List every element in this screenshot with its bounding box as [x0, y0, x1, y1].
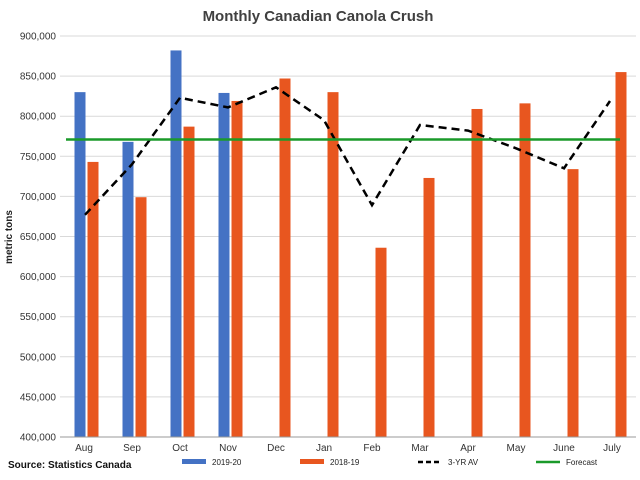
- y-tick-label: 450,000: [20, 392, 57, 403]
- y-tick-label: 650,000: [20, 232, 57, 243]
- y-tick-label: 850,000: [20, 72, 57, 83]
- series-lines: [66, 85, 620, 216]
- bar-2018-19-Mar: [423, 177, 435, 438]
- y-tick-label: 400,000: [20, 433, 57, 444]
- legend-swatch-2018-19: [300, 459, 324, 464]
- x-tick-label: Sep: [123, 443, 141, 454]
- y-tick-label: 900,000: [20, 32, 57, 43]
- line-3-yr-av: [84, 85, 612, 216]
- legend-label: 2018-19: [330, 458, 360, 467]
- y-tick-label: 700,000: [20, 192, 57, 203]
- x-tick-label: July: [603, 443, 621, 454]
- chart-title: Monthly Canadian Canola Crush: [203, 8, 434, 25]
- gridlines: [60, 35, 636, 438]
- x-tick-label: Oct: [172, 443, 188, 454]
- y-tick-label: 600,000: [20, 272, 57, 283]
- legend-label: 3-YR AV: [448, 458, 479, 467]
- bar-2018-19-June: [567, 169, 579, 437]
- y-tick-label: 750,000: [20, 152, 57, 163]
- bar-2018-19-Apr: [471, 108, 483, 438]
- y-axis-tick-labels: 400,000 450,000 500,000 550,000 600,000 650,0…: [20, 32, 57, 444]
- bar-2018-19-Dec: [279, 78, 291, 438]
- bars: [74, 50, 627, 438]
- bar-2019-20-Nov: [218, 92, 230, 437]
- x-tick-label: June: [553, 443, 575, 454]
- legend-label: Forecast: [566, 458, 598, 467]
- y-axis-label: metric tons: [4, 210, 15, 264]
- y-tick-label: 500,000: [20, 352, 57, 363]
- bar-2019-20-Oct: [170, 50, 182, 437]
- x-tick-label: Nov: [219, 443, 237, 454]
- bar-2019-20-Sep: [122, 141, 134, 437]
- x-tick-label: Feb: [363, 443, 381, 454]
- bar-2018-19-Feb: [375, 247, 387, 437]
- bar-2018-19-Oct: [183, 126, 195, 437]
- bar-2018-19-Sep: [135, 197, 147, 437]
- x-tick-label: Mar: [411, 443, 429, 454]
- bar-2018-19-Aug: [87, 161, 99, 437]
- x-tick-label: Dec: [267, 443, 285, 454]
- legend: 2019-20 2018-19 3-YR AV Forecast: [182, 458, 598, 467]
- legend-label: 2019-20: [212, 458, 242, 467]
- source-note: Source: Statistics Canada: [8, 460, 132, 471]
- legend-swatch-2019-20: [182, 459, 206, 464]
- bar-2018-19-May: [519, 103, 531, 438]
- y-tick-label: 550,000: [20, 312, 57, 323]
- y-tick-label: 800,000: [20, 112, 57, 123]
- x-tick-label: Apr: [460, 443, 476, 454]
- x-tick-label: May: [507, 443, 526, 454]
- bar-2018-19-July: [615, 72, 627, 437]
- x-axis-tick-labels: Aug Sep Oct Nov Dec Jan Feb Mar Apr May June July: [75, 443, 621, 454]
- bar-2018-19-Jan: [327, 92, 339, 437]
- x-tick-label: Jan: [316, 443, 332, 454]
- bar-2019-20-Aug: [74, 92, 86, 437]
- bar-2018-19-Nov: [231, 100, 243, 437]
- x-tick-label: Aug: [75, 443, 93, 454]
